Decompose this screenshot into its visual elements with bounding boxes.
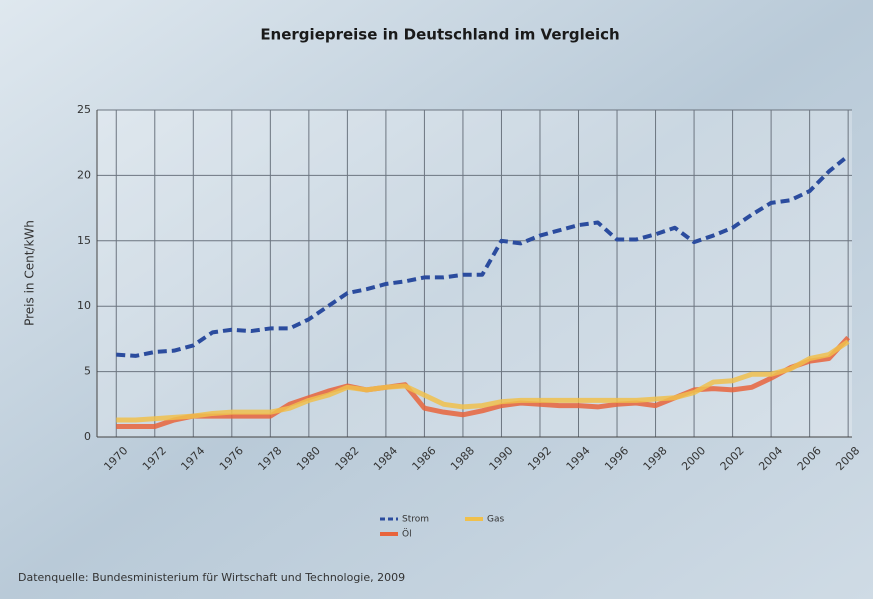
y-tick-label: 25 xyxy=(77,103,91,116)
source-note: Datenquelle: Bundesministerium für Wirts… xyxy=(18,571,405,584)
chart: Energiepreise in Deutschland im Vergleic… xyxy=(0,0,873,599)
legend-label: Öl xyxy=(402,529,412,540)
y-axis-label: Preis in Cent/kWh xyxy=(23,220,37,326)
y-tick-label: 15 xyxy=(77,234,91,247)
page: Energiepreise in Deutschland im Vergleic… xyxy=(0,0,873,599)
legend-label: Gas xyxy=(487,515,504,525)
y-tick-label: 5 xyxy=(84,365,91,378)
legend-label: Strom xyxy=(402,515,429,525)
y-tick-label: 10 xyxy=(77,299,91,312)
y-tick-label: 0 xyxy=(84,430,91,443)
chart-title: Energiepreise in Deutschland im Vergleic… xyxy=(260,26,619,44)
y-tick-label: 20 xyxy=(77,168,91,181)
